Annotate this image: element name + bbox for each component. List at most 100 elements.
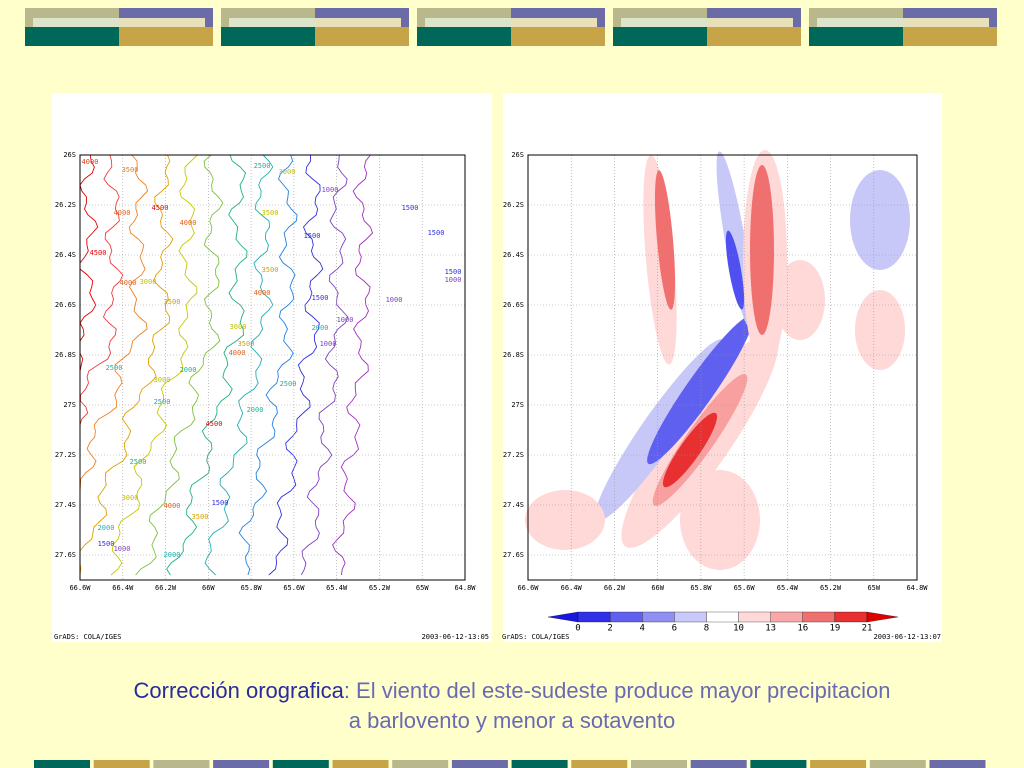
x-tick-label: 65.6W <box>283 584 305 592</box>
contour-label: 4000 <box>254 289 271 297</box>
contour-label: 3000 <box>154 376 171 384</box>
footer-block <box>451 760 508 768</box>
contour-label: 4000 <box>164 502 181 510</box>
contour-label: 1000 <box>114 545 131 553</box>
colorbar-label: 16 <box>797 624 808 634</box>
field-shade <box>775 260 825 340</box>
contour-label: 2500 <box>154 398 171 406</box>
colorbar-label: 0 <box>575 624 580 634</box>
contour-label: 2500 <box>106 364 123 372</box>
colorbar-label: 21 <box>862 624 873 634</box>
footer-block <box>929 760 986 768</box>
y-tick-label: 26.8S <box>503 351 524 359</box>
field-shade <box>654 170 676 310</box>
colorbar-box <box>577 611 611 623</box>
y-tick-label: 26.4S <box>55 251 76 259</box>
y-tick-label: 27.2S <box>503 451 524 459</box>
contour-line <box>110 154 198 576</box>
banner-block <box>707 27 801 46</box>
contour-label: 1000 <box>337 316 354 324</box>
footer-left: GrADS: COLA/IGES <box>502 633 569 641</box>
contour-line <box>135 154 224 576</box>
colorbar-box <box>609 611 643 623</box>
footer-block <box>810 760 867 768</box>
banner-block <box>221 27 315 46</box>
x-tick-label: 65.2W <box>369 584 391 592</box>
colorbar-label: 19 <box>829 624 840 634</box>
banner-block <box>613 27 707 46</box>
contour-label: 3000 <box>122 494 139 502</box>
x-tick-label: 65.4W <box>777 584 799 592</box>
footer-block <box>511 760 568 768</box>
contour-line <box>166 154 248 576</box>
colorbar-label: 13 <box>765 624 776 634</box>
field-shade <box>662 412 718 488</box>
contour-label: 2500 <box>280 380 297 388</box>
colorbar-box <box>802 611 836 623</box>
contour-label: 4000 <box>180 219 197 227</box>
footer-right: 2003-06-12-13:07 <box>874 633 941 641</box>
contour-label: 3500 <box>262 266 279 274</box>
contour-line <box>332 154 374 576</box>
x-tick-label: 66.6W <box>69 584 91 592</box>
footer-block <box>869 760 926 768</box>
banner-strip <box>817 18 903 27</box>
contour-label: 1000 <box>445 276 462 284</box>
contour-label: 1500 <box>428 229 445 237</box>
banner-block <box>119 27 213 46</box>
contour-label: 3000 <box>140 278 157 286</box>
colorbar-box <box>738 611 771 623</box>
footer-block <box>153 760 210 768</box>
field-shade <box>525 490 605 550</box>
colorbar-label: 2 <box>607 624 612 634</box>
banner-strip <box>621 18 707 27</box>
footer-block <box>690 760 747 768</box>
contour-label: 3000 <box>279 168 296 176</box>
banner-block <box>809 27 903 46</box>
contour-label: 1000 <box>386 296 403 304</box>
x-tick-label: 66W <box>651 584 664 592</box>
contour-line <box>204 154 274 576</box>
colorbar-box <box>770 611 803 623</box>
y-tick-label: 27.4S <box>55 501 76 509</box>
contour-label: 4500 <box>152 204 169 212</box>
x-tick-label: 66.6W <box>517 584 539 592</box>
footer-block <box>332 760 389 768</box>
contour-label: 1500 <box>402 204 419 212</box>
colorbar-box <box>706 611 739 623</box>
x-tick-label: 65.8W <box>241 584 263 592</box>
y-tick-label: 26.6S <box>503 301 524 309</box>
x-tick-label: 66.2W <box>155 584 177 592</box>
banner-strip <box>511 18 597 27</box>
y-tick-label: 26.8S <box>55 351 76 359</box>
contour-label: 1000 <box>322 186 339 194</box>
banner-strip <box>707 18 793 27</box>
banner-strip <box>315 18 401 27</box>
contour-label: 3500 <box>238 340 255 348</box>
x-tick-label: 65.2W <box>820 584 842 592</box>
contour-label: 4000 <box>120 279 137 287</box>
banner-strip <box>119 18 205 27</box>
footer-block <box>93 760 150 768</box>
banner-block <box>511 27 605 46</box>
x-tick-label: 65W <box>867 584 880 592</box>
caption-highlight: Corrección orografica <box>133 678 344 703</box>
plot-frame <box>527 154 918 581</box>
colorbar-label: 6 <box>672 624 677 634</box>
decoration <box>25 8 997 768</box>
y-tick-label: 26.6S <box>55 301 76 309</box>
y-tick-label: 27.6S <box>503 551 524 559</box>
field-shade <box>680 470 760 570</box>
plot-frame <box>79 154 466 581</box>
contour-label: 4500 <box>90 249 107 257</box>
colorbar-box <box>674 611 707 623</box>
left-plot: 4000 3500 2500 3000 1000 4500 4000 4000 3500 1500… <box>54 151 489 641</box>
contour-label: 2000 <box>98 524 115 532</box>
footer-block <box>631 760 687 768</box>
banner-block <box>315 27 409 46</box>
banner-block <box>417 27 511 46</box>
contour-label: 1000 <box>320 340 337 348</box>
y-tick-label: 26.2S <box>503 201 524 209</box>
